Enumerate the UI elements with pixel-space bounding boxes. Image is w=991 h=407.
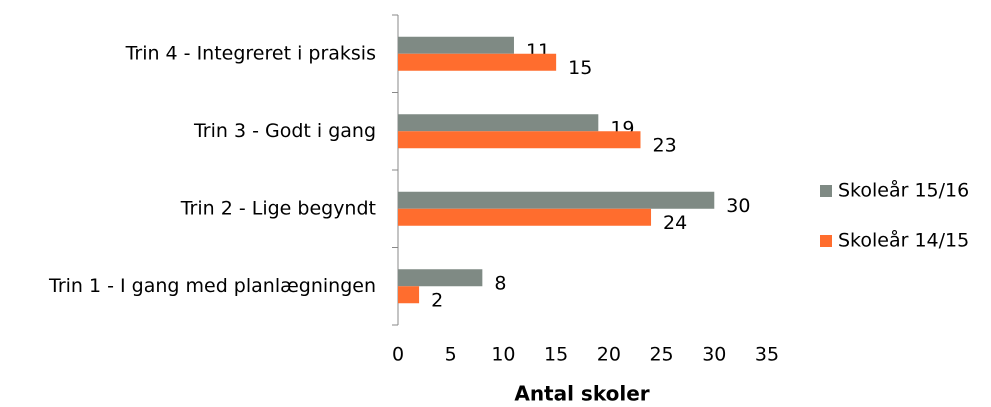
data-label: 2 [431,289,443,311]
data-label: 15 [568,57,592,79]
x-tick-label: 5 [445,344,457,366]
legend-label: Skoleår 14/15 [838,229,969,252]
x-tick-label: 30 [702,344,726,366]
bar [398,53,557,71]
bar [398,208,652,226]
y-tick-label: Trin 1 - I gang med planlægningen [48,275,376,297]
data-label: 8 [494,272,506,294]
y-tick-label: Trin 2 - Lige begyndt [180,197,376,219]
bar [398,36,514,54]
bar [398,191,715,209]
bar [398,286,420,304]
y-tick-label: Trin 3 - Godt i gang [193,120,376,142]
data-label: 23 [652,134,676,156]
x-tick-label: 15 [544,344,568,366]
data-label: 24 [663,212,687,234]
x-tick-label: 10 [491,344,515,366]
x-tick-label: 35 [755,344,779,366]
y-tick-label: Trin 4 - Integreret i praksis [125,42,376,64]
data-label: 30 [726,195,750,217]
x-tick-label: 25 [649,344,673,366]
x-tick-label: 20 [597,344,621,366]
x-tick-label: 0 [392,344,404,366]
x-axis-label: Antal skoler [514,382,649,406]
legend-swatch [820,235,832,247]
legend-label: Skoleår 15/16 [838,179,969,202]
bar [398,269,483,287]
bar [398,131,641,149]
bar [398,114,599,132]
legend-swatch [820,185,832,197]
